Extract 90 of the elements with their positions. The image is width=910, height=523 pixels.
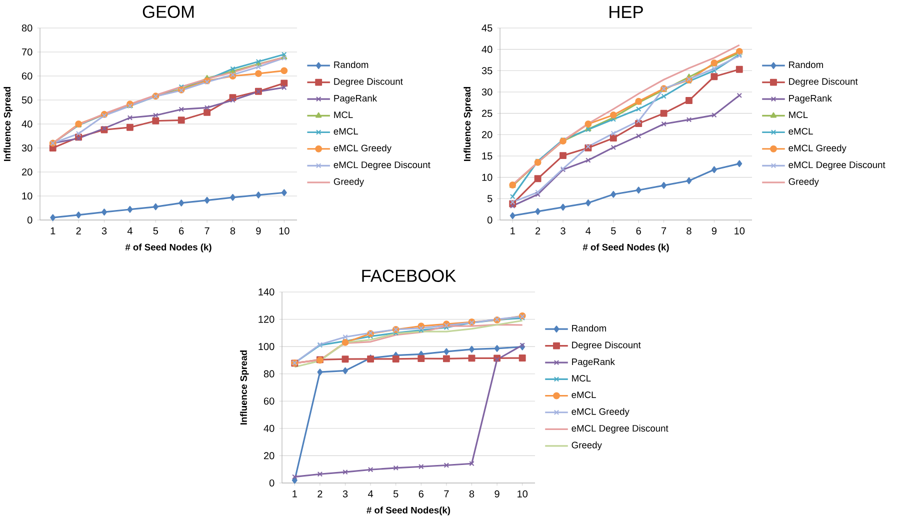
x-tick-label: 1	[50, 227, 56, 234]
y-tick-label: 70	[22, 48, 32, 56]
y-tick-label: 0	[27, 216, 32, 224]
y-tick-label: 30	[482, 88, 492, 96]
legend-label: Degree Discount	[572, 341, 641, 350]
y-axis-title: Influence Spread	[464, 87, 472, 161]
y-tick-label: 80	[264, 370, 274, 378]
y-tick-label: 10	[482, 174, 492, 181]
chart-title: GEOM	[142, 6, 194, 18]
x-tick-label: 10	[734, 227, 745, 234]
x-tick-label: 8	[230, 227, 236, 234]
legend-label: Greedy	[788, 178, 819, 187]
y-tick-label: 35	[482, 67, 492, 74]
chart-title: HEP	[610, 6, 643, 18]
y-tick-label: 40	[264, 424, 274, 432]
legend-label: Greedy	[334, 178, 364, 187]
legend-label: PageRank	[572, 358, 615, 367]
y-tick-label: 45	[482, 24, 492, 32]
y-tick-label: 100	[258, 343, 274, 350]
x-tick-label: 9	[494, 490, 500, 498]
legend-label: Degree Discount	[334, 78, 403, 87]
x-tick-label: 3	[560, 227, 566, 234]
x-tick-label: 1	[510, 227, 515, 234]
legend-label: Greedy	[572, 442, 602, 450]
x-tick-label: 4	[368, 490, 374, 498]
x-tick-label: 2	[76, 227, 81, 234]
y-tick-label: 60	[22, 72, 32, 80]
x-axis-title: # of Seed Nodes (k)	[125, 244, 212, 252]
legend-label: eMCL Degree Discount	[788, 161, 886, 170]
legend-label: eMCL Greedy	[572, 408, 630, 417]
chart-title: FACEBOOK	[362, 270, 456, 282]
y-axis-title: Influence Spread	[240, 350, 249, 424]
legend-label: eMCL	[572, 392, 596, 398]
x-tick-label: 9	[256, 227, 261, 234]
x-tick-label: 2	[536, 227, 540, 234]
legend-label: Random	[334, 61, 368, 68]
legend-label: MCL	[572, 374, 591, 382]
x-tick-label: 8	[686, 227, 692, 234]
legend-label: eMCL Degree Discount	[572, 424, 668, 434]
y-axis-title: Influence Spread	[4, 87, 12, 161]
legend-label: eMCL Greedy	[334, 144, 392, 154]
y-tick-label: 0	[487, 216, 492, 224]
x-tick-label: 1	[292, 490, 297, 498]
y-tick-label: 80	[22, 24, 32, 32]
y-tick-label: 20	[482, 131, 492, 138]
x-tick-label: 5	[611, 227, 616, 234]
legend-label: eMCL Greedy	[788, 144, 846, 154]
y-tick-label: 20	[264, 452, 274, 460]
legend-label: PageRank	[789, 94, 832, 104]
y-tick-label: 120	[258, 316, 274, 323]
x-tick-label: 8	[469, 490, 474, 498]
x-tick-label: 10	[279, 227, 290, 234]
x-axis-title: # of Seed Nodes(k)	[366, 506, 450, 516]
x-tick-label: 6	[636, 227, 641, 234]
x-tick-label: 7	[662, 227, 666, 234]
x-tick-label: 7	[204, 227, 210, 234]
y-tick-label: 20	[22, 168, 32, 176]
x-tick-label: 4	[127, 227, 132, 234]
x-tick-label: 6	[418, 490, 424, 498]
x-axis-title: # of Seed Nodes (k)	[582, 244, 669, 252]
x-tick-label: 3	[102, 227, 107, 234]
legend-label: eMCL	[788, 128, 813, 135]
y-tick-label: 40	[482, 46, 492, 53]
legend-label: PageRank	[334, 94, 378, 104]
legend-label: Random	[572, 324, 606, 332]
legend-label: MCL	[789, 111, 808, 118]
y-tick-label: 5	[487, 195, 492, 202]
y-tick-label: 50	[22, 96, 32, 104]
x-tick-label: 2	[318, 490, 322, 498]
y-tick-label: 10	[22, 192, 32, 200]
y-tick-label: 0	[269, 479, 274, 487]
legend-label: Degree Discount	[789, 78, 858, 87]
x-tick-label: 9	[712, 227, 716, 234]
legend-label: eMCL	[334, 128, 358, 135]
legend-label: eMCL Degree Discount	[334, 161, 430, 170]
x-tick-label: 7	[444, 490, 449, 498]
x-tick-label: 4	[586, 227, 591, 234]
y-tick-label: 30	[22, 144, 32, 152]
legend-label: Random	[789, 61, 823, 68]
y-tick-label: 60	[264, 398, 274, 405]
x-tick-label: 6	[179, 227, 184, 234]
x-tick-label: 5	[393, 490, 398, 498]
y-tick-label: 140	[258, 288, 274, 296]
legend-label: MCL	[334, 111, 353, 118]
x-tick-label: 5	[153, 227, 158, 234]
y-tick-label: 15	[482, 152, 492, 160]
y-tick-label: 25	[482, 110, 492, 117]
y-tick-label: 40	[22, 120, 32, 128]
x-tick-label: 10	[518, 490, 528, 498]
x-tick-label: 3	[342, 490, 348, 498]
